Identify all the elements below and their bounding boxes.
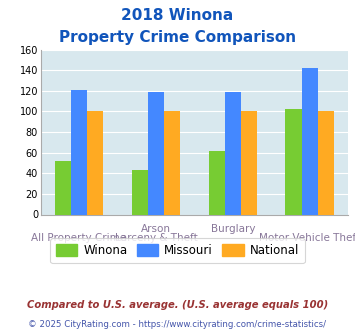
Text: Compared to U.S. average. (U.S. average equals 100): Compared to U.S. average. (U.S. average …	[27, 300, 328, 310]
Legend: Winona, Missouri, National: Winona, Missouri, National	[50, 238, 305, 263]
Bar	[55, 161, 71, 214]
Text: Larceny & Theft: Larceny & Theft	[115, 233, 197, 243]
Text: 2018 Winona: 2018 Winona	[121, 8, 234, 23]
Bar	[87, 112, 103, 214]
Text: Arson: Arson	[141, 224, 171, 234]
Bar	[148, 92, 164, 214]
Text: Property Crime Comparison: Property Crime Comparison	[59, 30, 296, 45]
Text: © 2025 CityRating.com - https://www.cityrating.com/crime-statistics/: © 2025 CityRating.com - https://www.city…	[28, 320, 327, 329]
Text: Motor Vehicle Theft: Motor Vehicle Theft	[259, 233, 355, 243]
Bar	[164, 112, 180, 214]
Bar	[302, 68, 318, 214]
Text: All Property Crime: All Property Crime	[32, 233, 127, 243]
Text: Burglary: Burglary	[211, 224, 255, 234]
Bar	[132, 170, 148, 214]
Bar	[209, 150, 225, 214]
Bar	[285, 109, 302, 214]
Bar	[71, 90, 87, 214]
Bar	[318, 112, 334, 214]
Bar	[241, 112, 257, 214]
Bar	[225, 92, 241, 214]
